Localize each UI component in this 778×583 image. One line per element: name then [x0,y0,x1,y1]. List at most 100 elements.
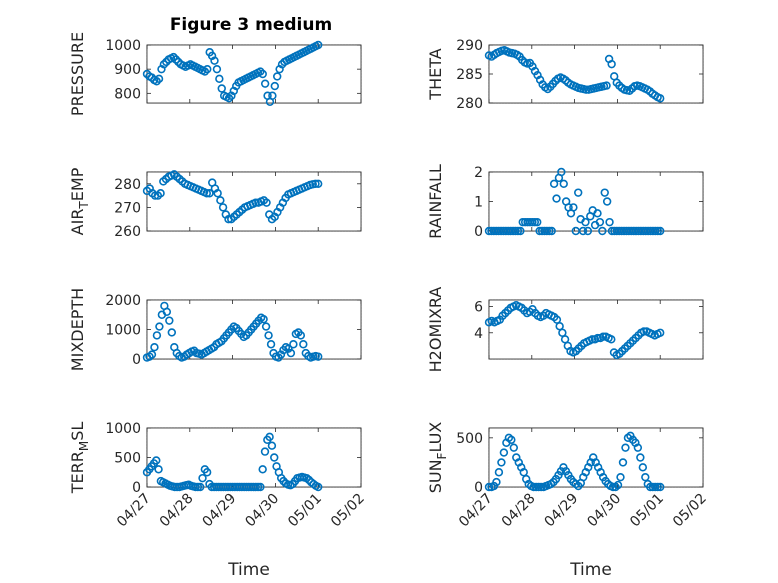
y-axis-label-main: H2OMIXRA [426,287,445,373]
y-tick-label: 0 [132,480,141,496]
data-point [607,59,616,69]
data-point [621,443,630,452]
subplot-sun: 0 500 04/27 04/28 04/29 04/30 05/01 05/02 Time SU… [426,422,710,580]
data-point [593,209,602,218]
data-point [602,81,611,90]
data-point [260,447,270,456]
x-tick-label: 04/29 [542,491,582,531]
data-point [256,67,265,76]
data-point [260,79,270,88]
y-tick-label: 900 [114,62,141,78]
data-point [557,167,566,177]
data-point [314,482,323,492]
data-point [154,74,164,84]
y-axis-label-main: MIXDEPTH [68,288,87,371]
y-axis-label-main: TERR [68,451,87,494]
y-tick-label: 0 [474,480,483,496]
data-point [581,217,590,227]
y-axis-label: THETA [426,48,445,100]
x-tick-label: 05/02 [670,491,710,531]
data-point [655,94,665,103]
data-point [636,453,645,462]
y-tick-label: 270 [114,200,141,216]
y-axis-label: PRESSURE [68,32,87,116]
data-point [616,472,625,482]
data-point [536,482,546,492]
data-point [202,189,211,198]
axes-frame-top [146,427,362,488]
data-point [507,435,516,444]
subplot-pressure: 800 900 1000 PRESSURE [68,32,362,116]
data-point [268,91,277,100]
y-tick-label: 1 [474,195,483,211]
data-point [265,432,274,442]
y-tick-label: 280 [114,177,141,193]
data-point [270,453,279,462]
y-tick-label: 500 [114,451,141,467]
data-point [607,335,616,344]
data-point [314,40,323,50]
data-point [598,332,608,341]
y-axis-label: MIXDEPTH [68,288,87,371]
data-point [213,189,222,198]
y-tick-label: 1000 [105,421,141,437]
data-point [266,340,276,349]
data-point [156,189,165,198]
data-point [155,322,164,331]
data-point [216,196,225,205]
data-point [289,340,298,349]
data-point [638,463,648,472]
data-point [533,217,542,227]
data-point [519,468,528,477]
y-tick-label: 6 [474,300,483,316]
y-axis-label-sub: T [77,201,91,210]
x-axis-label: Time [227,560,270,580]
data-point [608,482,618,492]
data-point [165,316,174,325]
data-point [639,327,649,336]
subplot-mixdepth: 0 1000 2000 MIXDEPTH [68,288,362,371]
data-point [559,179,568,189]
data-point [147,350,157,359]
y-tick-label: 285 [456,67,483,83]
data-point [600,188,609,197]
y-tick-label: 290 [456,38,483,54]
data-point [210,56,219,65]
y-tick-label: 0 [132,352,141,368]
data-point [509,443,519,452]
data-point [261,322,271,331]
data-point [655,226,665,236]
y-axis-label-main: AIR [68,209,87,236]
y-tick-label: 0 [474,224,483,240]
data-point [259,314,268,324]
data-point [311,179,320,189]
data-point [651,482,660,492]
data-point [497,458,506,467]
y-tick-label: 1000 [105,323,141,339]
data-point [273,72,282,81]
data-point [152,331,162,340]
data-point [598,226,607,236]
data-point [256,482,265,492]
y-axis-label-sub: M [77,441,91,451]
data-point [595,217,605,227]
data-point [296,331,306,340]
data-point [549,179,559,189]
data-point [484,482,494,492]
data-point [251,198,260,207]
data-point [299,340,308,349]
y-tick-label: 280 [456,96,483,112]
data-point [547,226,556,236]
data-point [569,203,578,212]
y-tick-label: 2000 [105,293,141,309]
x-tick-label: 04/27 [456,491,496,531]
data-point [516,226,525,236]
y-axis-label-tail: EMP [68,167,87,201]
x-tick-label: 04/28 [157,491,197,531]
data-point [212,64,222,74]
subplot-rainfall: 0 1 2 RAINFALL [426,164,704,240]
data-point [641,472,650,482]
data-point [314,352,323,361]
